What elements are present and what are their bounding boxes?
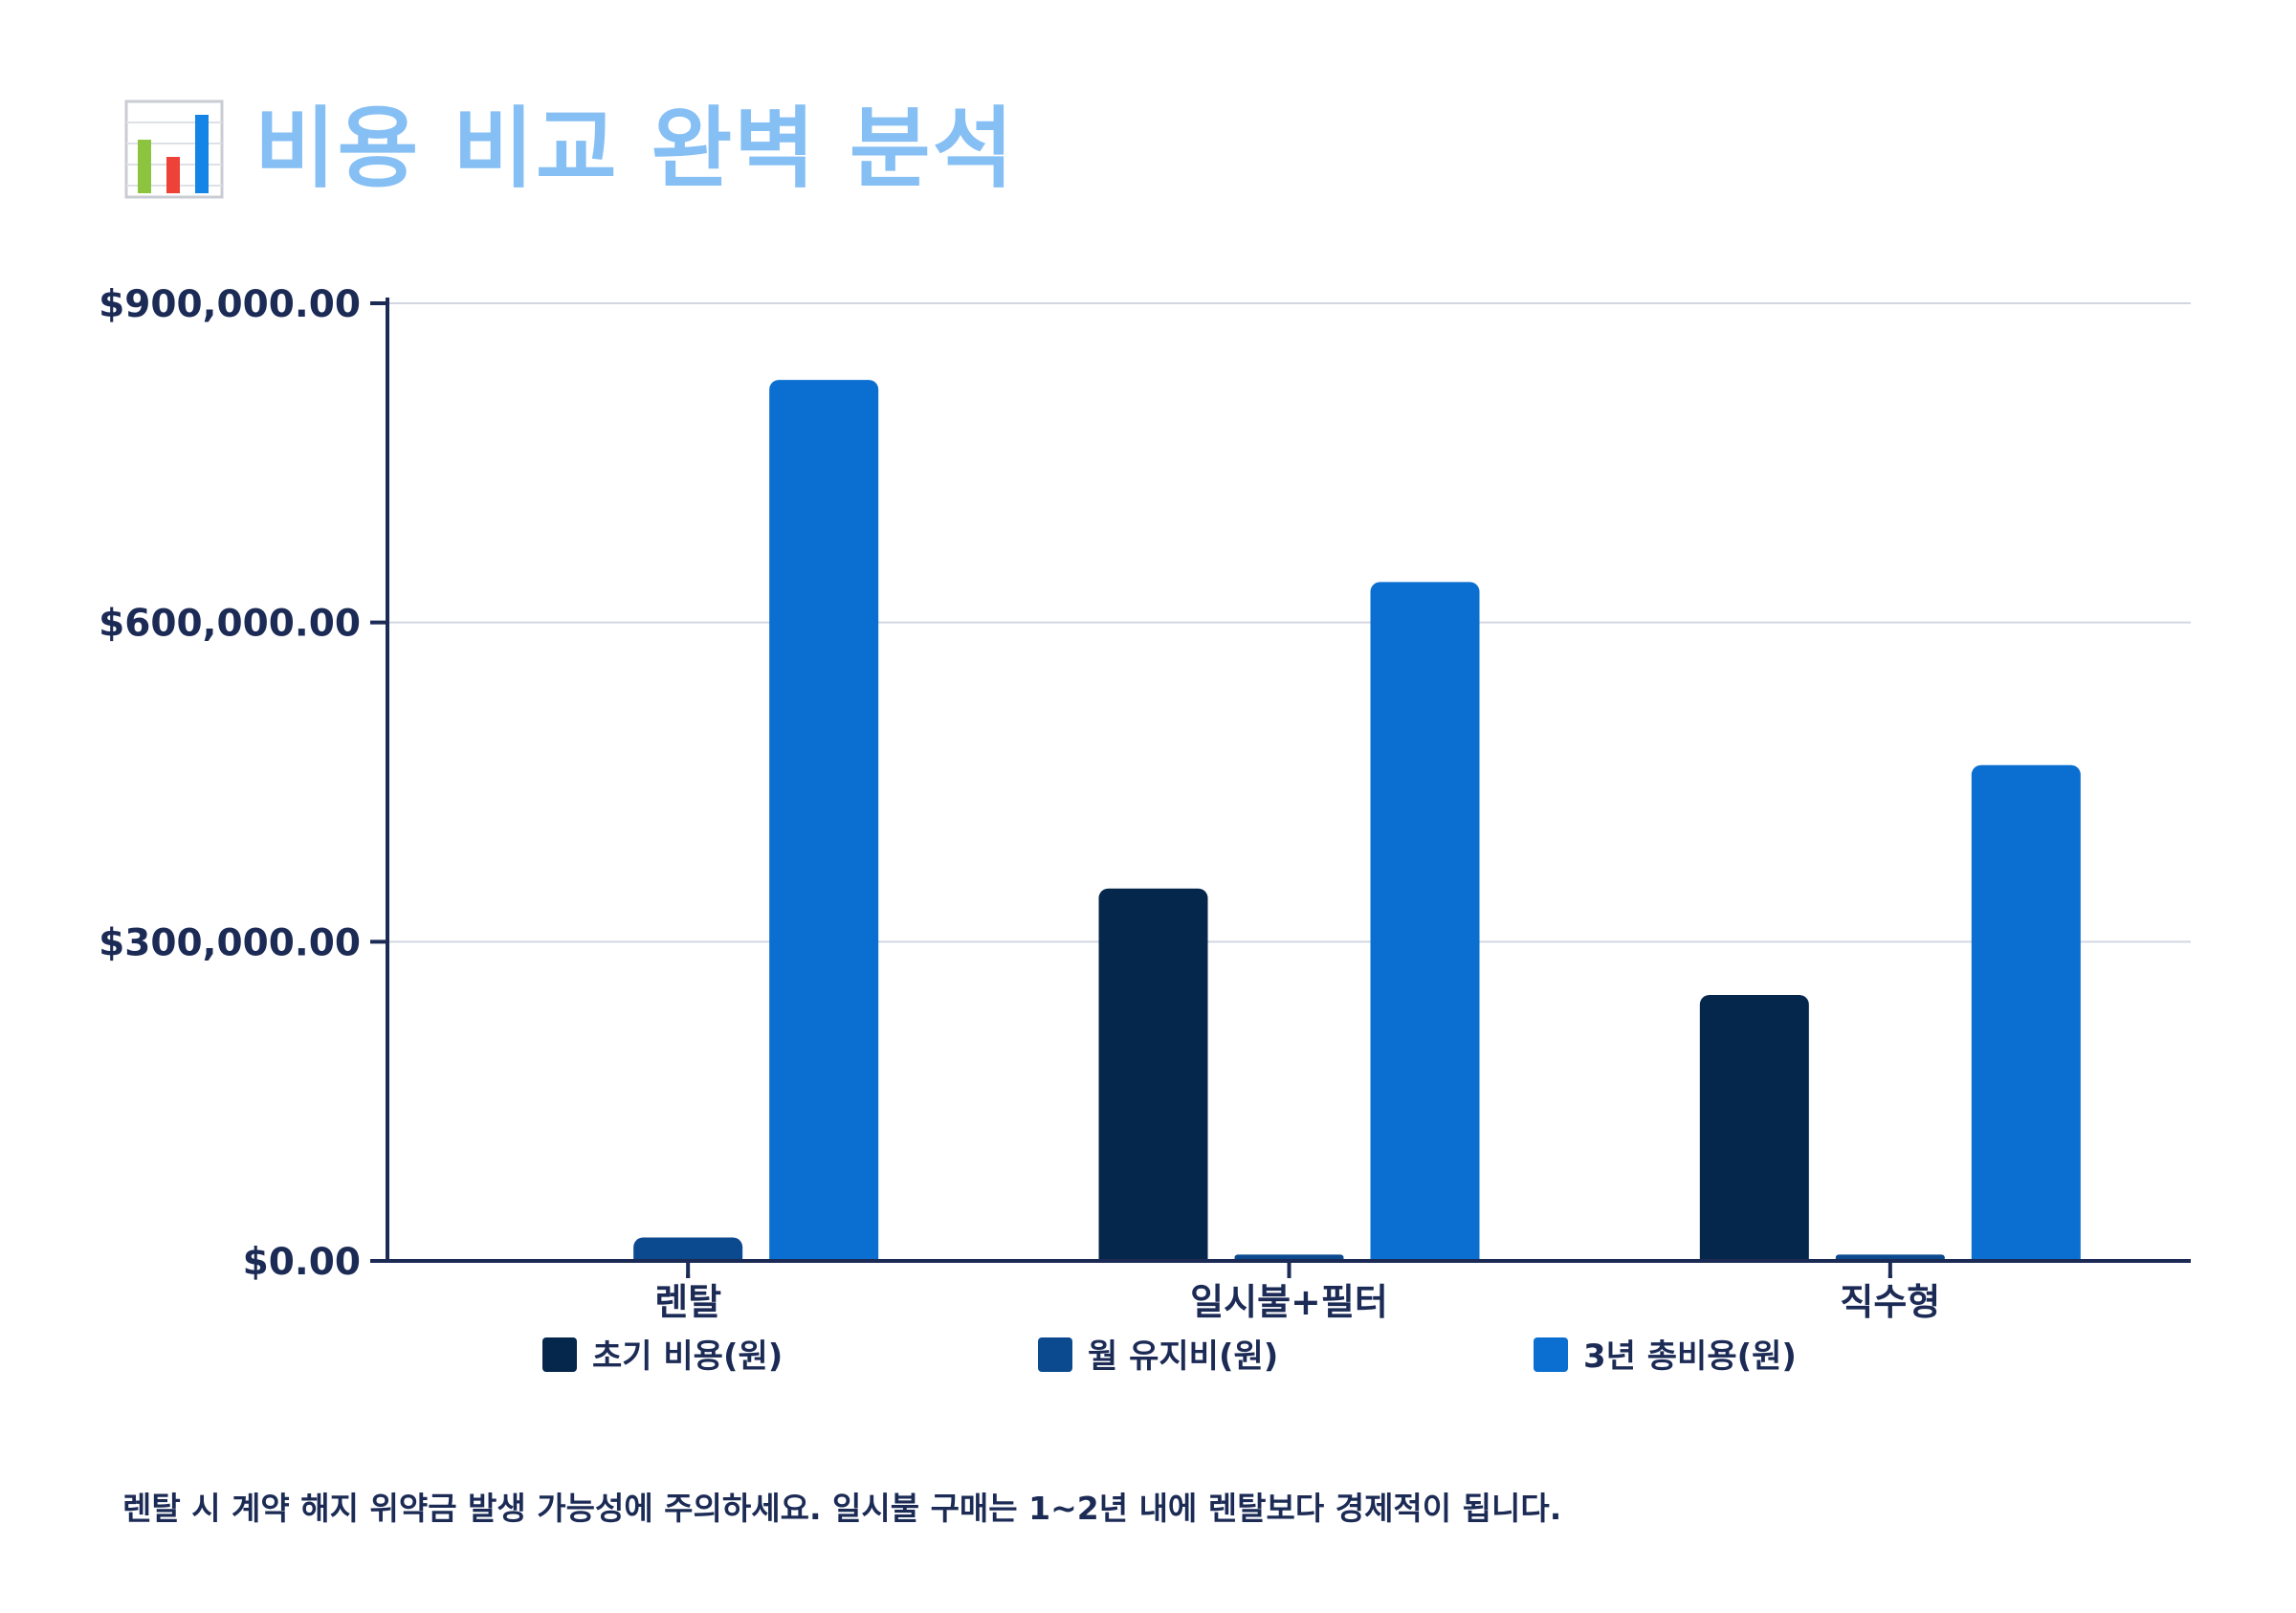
legend-label: 초기 비용(원) xyxy=(592,1337,783,1376)
legend-swatch xyxy=(1534,1337,1568,1372)
legend-label: 월 유지비(원) xyxy=(1088,1337,1278,1376)
bar xyxy=(1699,994,1809,1271)
bar xyxy=(1098,888,1208,1271)
x-tick-label: 직수형 xyxy=(1840,1281,1940,1323)
y-tick-label: $0.00 xyxy=(243,1241,361,1284)
title-row: 비용 비교 완벽 분석 xyxy=(122,92,1015,207)
x-tick-label: 일시불+필터 xyxy=(1190,1281,1388,1323)
bar xyxy=(1971,764,2081,1271)
cost-comparison-chart: $0.00 $300,000.00 $600,000.00 $900,000.00 렌탈… xyxy=(99,283,2191,1376)
footnote: 렌탈 시 계약 해지 위약금 발생 가능성에 주의하세요. 일시불 구매는 1~… xyxy=(122,1490,1562,1527)
bar xyxy=(769,380,879,1271)
legend-swatch xyxy=(1038,1337,1072,1372)
x-tick-label: 렌탈 xyxy=(654,1281,721,1323)
legend-swatch xyxy=(542,1337,577,1372)
y-tick-label: $300,000.00 xyxy=(99,921,361,964)
bar xyxy=(1370,582,1480,1271)
y-tick-label: $900,000.00 xyxy=(99,283,361,326)
page-title: 비용 비교 완벽 분석 xyxy=(254,98,1016,200)
y-tick-label: $600,000.00 xyxy=(99,603,361,646)
legend-label: 3년 총비용(원) xyxy=(1583,1337,1797,1376)
bar-chart-icon xyxy=(124,99,224,199)
